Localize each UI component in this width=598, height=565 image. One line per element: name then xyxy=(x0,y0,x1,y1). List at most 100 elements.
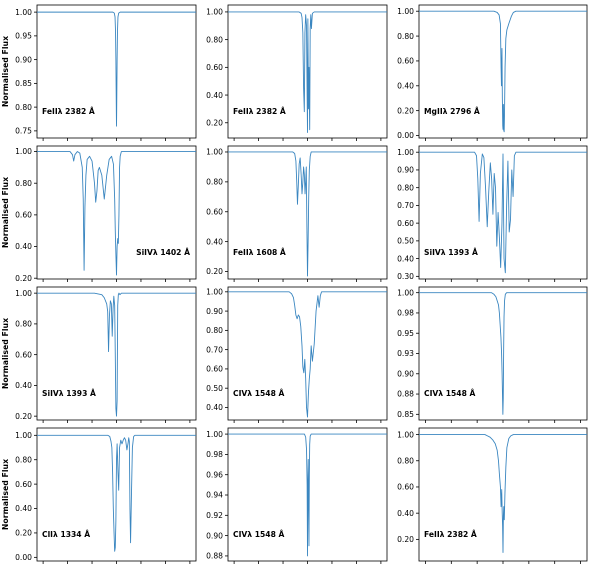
plot-frame xyxy=(227,286,388,421)
ytick-label: 1.00 xyxy=(397,148,414,157)
panel-11: 0.880.900.920.940.960.981.00−600−400−200… xyxy=(206,427,388,564)
spectrum-line xyxy=(228,433,387,557)
panel-7: 0.20 0.40 0.60 0.80 1.00 SiIVλ 1393 Å Normalis… xyxy=(1,286,197,423)
ytick-label: 0.40 xyxy=(206,91,223,100)
spectrum-line xyxy=(37,11,196,127)
ytick-label: 0.60 xyxy=(206,365,223,374)
ytick-label: 0.90 xyxy=(15,55,32,64)
ytick-label: 1.00 xyxy=(206,148,223,157)
ion-label: CIVλ 1548 Å xyxy=(233,389,285,398)
ytick-label: 0.92 xyxy=(206,511,223,520)
ytick-label: 0.75 xyxy=(15,127,32,136)
ytick-label: 0.80 xyxy=(15,179,32,188)
spectrum-line xyxy=(37,292,196,417)
ytick-label: 0.40 xyxy=(206,403,223,412)
ytick-label: 1.00 xyxy=(397,430,414,439)
spectrum-line xyxy=(37,151,196,276)
ytick-label: 0.60 xyxy=(15,350,32,359)
ytick-label: 0.80 xyxy=(397,456,414,465)
ytick-label: 0.80 xyxy=(15,103,32,112)
ytick-label: 0.40 xyxy=(15,242,32,251)
ytick-label: 0.80 xyxy=(397,32,414,41)
ytick-label: 0.80 xyxy=(397,183,414,192)
ytick-label: 0.20 xyxy=(206,118,223,127)
panel-10: 0.000.200.400.600.801.00−600−400−2000200… xyxy=(1,427,197,564)
spectrum-line xyxy=(228,291,387,418)
y-axis-label: Normalised Flux xyxy=(1,318,10,389)
panel-3: 0.00 0.20 0.40 0.60 0.80 1.00 MgIIλ 2796 Å xyxy=(397,4,588,141)
ytick-label: 0.40 xyxy=(206,237,223,246)
ytick-label: 0.60 xyxy=(206,207,223,216)
ytick-label: 0.70 xyxy=(206,345,223,354)
panel-12: 0.200.400.600.801.00−600−400−20002004006… xyxy=(397,427,588,564)
ytick-label: 0.94 xyxy=(206,491,223,500)
ytick-label: 0.20 xyxy=(397,535,414,544)
ytick-label: 1.00 xyxy=(206,8,223,17)
panel-2: 0.20 0.40 0.60 0.80 1.00 FeIIλ 2382 Å xyxy=(206,4,388,141)
ion-label: SiIVλ 1402 Å xyxy=(136,248,190,257)
ytick-label: 0.50 xyxy=(206,384,223,393)
ytick-label: 0.80 xyxy=(15,455,32,464)
ytick-label: 0.96 xyxy=(206,470,223,479)
ytick-label: 0.40 xyxy=(397,509,414,518)
ytick-label: 0.50 xyxy=(397,237,414,246)
y-axis-label: Normalised Flux xyxy=(1,36,10,107)
ytick-label: 0.70 xyxy=(397,201,414,210)
ytick-label: 0.88 xyxy=(206,552,223,561)
ytick-label: 0.00 xyxy=(15,553,32,562)
ytick-label: 0.95 xyxy=(397,329,414,338)
panel-9: 0.85 0.88 0.90 0.93 0.95 0.98 1.00 CIVλ 1548 Å xyxy=(397,286,588,423)
ytick-label: 0.20 xyxy=(15,274,32,283)
ytick-label: 0.98 xyxy=(397,309,414,318)
panel-6: 0.30 0.40 0.50 0.60 0.70 0.80 0.90 1.00 SiIVλ 13… xyxy=(397,145,588,282)
ion-label: MgIIλ 2796 Å xyxy=(424,107,480,116)
ytick-label: 0.85 xyxy=(397,410,414,419)
ytick-label: 0.80 xyxy=(206,35,223,44)
ytick-label: 0.95 xyxy=(15,32,32,41)
ytick-label: 0.80 xyxy=(206,326,223,335)
ytick-label: 0.30 xyxy=(397,272,414,281)
spectrum-line xyxy=(419,151,587,274)
ion-label: CIVλ 1548 Å xyxy=(424,389,476,398)
ytick-label: 0.90 xyxy=(206,307,223,316)
spectrum-line xyxy=(228,11,387,133)
ytick-label: 1.00 xyxy=(15,147,32,156)
panel-4: 0.20 0.40 0.60 0.80 1.00 SiIVλ 1402 Å Normalis… xyxy=(1,145,197,283)
ytick-label: 0.00 xyxy=(397,131,414,140)
ytick-label: 1.00 xyxy=(206,288,223,297)
ytick-label: 0.80 xyxy=(206,178,223,187)
spectrum-line xyxy=(228,151,387,277)
y-axis-label: Normalised Flux xyxy=(1,177,10,248)
ytick-label: 0.90 xyxy=(206,531,223,540)
ytick-label: 0.60 xyxy=(397,219,414,228)
ytick-label: 0.40 xyxy=(15,381,32,390)
ytick-label: 0.60 xyxy=(206,63,223,72)
plot-frame xyxy=(36,286,197,421)
ytick-label: 0.90 xyxy=(397,369,414,378)
panel-5: 0.20 0.40 0.60 0.80 1.00 FeIIλ 1608 Å xyxy=(206,145,388,282)
ion-label: FeIIλ 2382 Å xyxy=(233,107,286,116)
ytick-label: 0.60 xyxy=(15,211,32,220)
ion-label: FeIIλ 1608 Å xyxy=(233,248,286,257)
spectrum-line xyxy=(419,10,587,133)
ytick-label: 0.20 xyxy=(15,412,32,421)
ion-label: FeIIλ 2382 Å xyxy=(424,530,477,539)
ytick-label: 1.00 xyxy=(206,430,223,439)
ion-label: FeIIλ 2382 Å xyxy=(42,107,95,116)
ytick-label: 0.60 xyxy=(15,480,32,489)
spectrum-line xyxy=(419,434,587,553)
y-axis-label: Normalised Flux xyxy=(1,459,10,530)
ytick-label: 0.40 xyxy=(15,504,32,513)
ytick-label: 0.93 xyxy=(397,349,414,358)
ytick-label: 0.60 xyxy=(397,483,414,492)
ion-label: CIVλ 1548 Å xyxy=(233,530,285,539)
spectrum-line xyxy=(37,434,196,552)
ytick-label: 0.40 xyxy=(397,254,414,263)
ytick-label: 0.20 xyxy=(397,106,414,115)
ytick-label: 0.20 xyxy=(206,267,223,276)
ytick-label: 1.00 xyxy=(397,288,414,297)
ytick-label: 0.90 xyxy=(397,166,414,175)
ytick-label: 0.88 xyxy=(397,390,414,399)
ytick-label: 0.85 xyxy=(15,79,32,88)
